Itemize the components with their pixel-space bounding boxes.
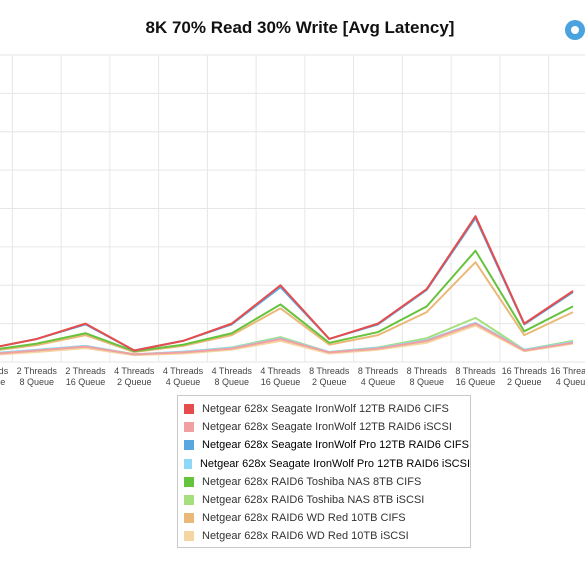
x-tick-label-line: 16 Threads — [550, 366, 585, 376]
x-tick-label-line: 16 Queue — [456, 377, 496, 387]
legend-label: Netgear 628x RAID6 Toshiba NAS 8TB CIFS — [202, 475, 422, 488]
x-tick-label-line: 8 Queue — [409, 377, 444, 387]
x-tick-label-line: 8 Queue — [19, 377, 54, 387]
legend-label: Netgear 628x RAID6 WD Red 10TB CIFS — [202, 512, 406, 525]
x-tick-label-line: 16 Queue — [261, 377, 301, 387]
x-tick-label-line: 8 Threads — [407, 366, 448, 376]
legend-swatch — [184, 531, 194, 542]
legend-item[interactable]: Netgear 628x Seagate IronWolf Pro 12TB R… — [184, 455, 470, 473]
x-tick-label-line: 8 Threads — [455, 366, 496, 376]
x-tick-label-line: 2 Threads — [65, 366, 106, 376]
x-tick-label-line: 4 Threads — [163, 366, 204, 376]
menu-icon-dot — [571, 26, 579, 34]
legend-item[interactable]: Netgear 628x Seagate IronWolf Pro 12TB R… — [184, 436, 470, 454]
x-tick-label-line: 4 Queue — [556, 377, 585, 387]
legend-item[interactable]: Netgear 628x RAID6 WD Red 10TB CIFS — [184, 509, 470, 527]
legend-swatch — [184, 404, 194, 415]
x-tick-label: 4 Threads 16 Queue — [260, 366, 301, 387]
legend-label: Netgear 628x RAID6 WD Red 10TB iSCSI — [202, 530, 409, 543]
x-tick-label-line: 8 Threads — [309, 366, 350, 376]
x-tick-label-line: 4 Threads — [260, 366, 301, 376]
x-tick-label: 4 Threads 2 Queue — [114, 366, 155, 387]
legend-label: Netgear 628x RAID6 Toshiba NAS 8TB iSCSI — [202, 494, 425, 507]
x-tick-label-line: 2 Queue — [312, 377, 347, 387]
x-tick-label-line: 4 Threads — [114, 366, 155, 376]
legend-swatch — [184, 422, 194, 433]
chart-title: 8K 70% Read 30% Write [Avg Latency] — [145, 18, 455, 37]
legend-label: Netgear 628x Seagate IronWolf 12TB RAID6… — [202, 403, 449, 416]
series-line — [0, 324, 574, 357]
legend-swatch — [184, 476, 194, 487]
x-tick-label: 8 Threads 4 Queue — [358, 366, 399, 387]
legend-item[interactable]: Netgear 628x Seagate IronWolf 12TB RAID6… — [184, 400, 470, 418]
legend-label: Netgear 628x Seagate IronWolf Pro 12TB R… — [202, 439, 469, 452]
chart-legend: Netgear 628x Seagate IronWolf 12TB RAID6… — [177, 395, 471, 548]
legend-label: Netgear 628x Seagate IronWolf 12TB RAID6… — [202, 421, 452, 434]
x-tick-label-line: 8 Threads — [358, 366, 399, 376]
legend-swatch — [184, 458, 192, 469]
legend-item[interactable]: Netgear 628x RAID6 Toshiba NAS 8TB iSCSI — [184, 491, 470, 509]
x-tick-label-line: 2 Threads — [0, 366, 9, 376]
legend-label: Netgear 628x Seagate IronWolf Pro 12TB R… — [199, 457, 470, 470]
x-tick-label-line: 8 Queue — [214, 377, 249, 387]
legend-item[interactable]: Netgear 628x RAID6 Toshiba NAS 8TB CIFS — [184, 473, 470, 491]
x-tick-label-line: 2 Queue — [507, 377, 542, 387]
x-tick-label: 8 Threads 8 Queue — [407, 366, 448, 387]
x-tick-label: 8 Threads 2 Queue — [309, 366, 350, 387]
x-tick-label: 4 Threads 4 Queue — [163, 366, 204, 387]
x-tick-label-line: 4 Queue — [361, 377, 396, 387]
x-tick-label-line: 4 Queue — [0, 377, 5, 387]
x-tick-label-line: 2 Queue — [117, 377, 152, 387]
x-tick-label-line: 2 Threads — [17, 366, 58, 376]
x-tick-label-line: 4 Threads — [212, 366, 253, 376]
x-tick-label: 16 Threads 2 Queue — [502, 366, 548, 387]
x-tick-label: 2 Threads 16 Queue — [65, 366, 106, 387]
series-line — [0, 249, 574, 353]
series-line — [0, 261, 574, 354]
x-tick-label: 8 Threads 16 Queue — [455, 366, 496, 387]
x-tick-label: 4 Threads 8 Queue — [212, 366, 253, 387]
legend-swatch — [184, 513, 194, 524]
series-line — [0, 322, 574, 356]
x-tick-label: 2 Threads 8 Queue — [17, 366, 58, 387]
legend-swatch — [184, 440, 194, 451]
legend-item[interactable]: Netgear 628x Seagate IronWolf 12TB RAID6… — [184, 418, 470, 436]
x-tick-label-line: 4 Queue — [166, 377, 201, 387]
x-tick-label-line: 16 Queue — [66, 377, 106, 387]
series-line — [0, 215, 574, 352]
x-tick-label-line: 16 Threads — [502, 366, 548, 376]
chart-menu-icon[interactable] — [565, 20, 585, 40]
legend-swatch — [184, 495, 194, 506]
legend-item[interactable]: Netgear 628x RAID6 WD Red 10TB iSCSI — [184, 527, 470, 545]
